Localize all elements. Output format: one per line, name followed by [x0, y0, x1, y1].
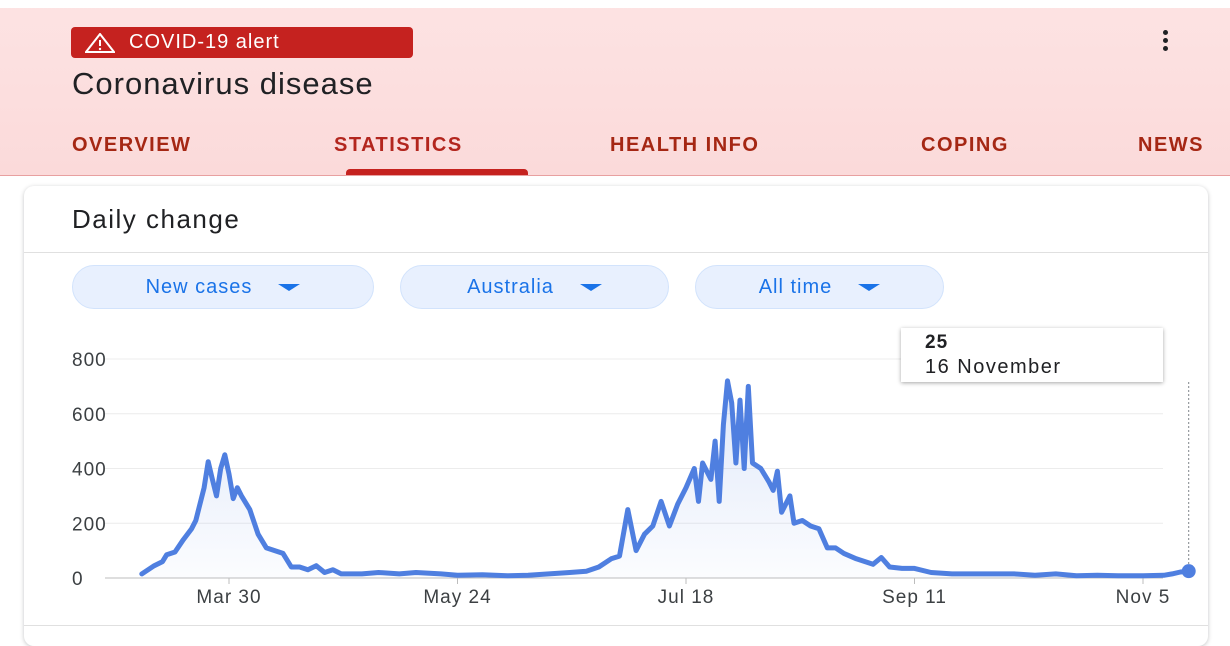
time-range-dropdown-label: All time: [758, 275, 833, 298]
series-line: [139, 378, 1192, 579]
covid-alert-badge[interactable]: COVID-19 alert: [71, 27, 413, 58]
active-tab-indicator: [346, 169, 528, 175]
dropdown-arrow-icon: [579, 283, 602, 291]
page-title: Coronavirus disease: [72, 66, 374, 101]
menu-dot: [1162, 29, 1168, 35]
menu-dot: [1162, 37, 1168, 43]
tab-bar: OVERVIEW STATISTICS HEALTH INFO COPING N…: [0, 130, 1230, 176]
tooltip-date: 16 November: [925, 356, 1062, 378]
y-tick-label: 0: [72, 569, 84, 590]
dropdown-arrow-icon: [278, 283, 301, 291]
y-tick-label: 800: [72, 350, 107, 371]
more-vert-icon[interactable]: [1152, 26, 1178, 54]
dropdown-arrow-icon: [858, 283, 881, 291]
highlight-point[interactable]: [1181, 564, 1196, 579]
tab-overview[interactable]: OVERVIEW: [72, 134, 192, 156]
y-tick-label: 400: [72, 460, 107, 481]
y-tick-label: 600: [72, 405, 107, 426]
metric-dropdown[interactable]: New cases: [72, 265, 374, 309]
status-strip: [0, 0, 1230, 8]
series-area: [141, 380, 1189, 578]
tab-coping[interactable]: COPING: [921, 134, 1009, 156]
x-tick-label: Nov 5: [1116, 587, 1171, 608]
time-range-dropdown[interactable]: All time: [695, 265, 944, 309]
x-tick-label: Mar 30: [196, 587, 261, 608]
tab-news[interactable]: NEWS: [1138, 134, 1204, 156]
menu-dot: [1162, 45, 1168, 51]
tab-health-info[interactable]: HEALTH INFO: [610, 134, 760, 156]
daily-change-chart[interactable]: 0 200 400 600 800 Mar 30 May 24 Jul 18 Sep 11 No…: [0, 0, 1230, 629]
warning-icon: [85, 32, 115, 53]
alert-label: COVID-19 alert: [129, 31, 280, 53]
chart-tooltip: 25 16 November: [901, 328, 1163, 382]
y-tick-label: 200: [72, 514, 107, 535]
card-title: Daily change: [72, 204, 241, 234]
x-tick-label: Sep 11: [882, 587, 947, 608]
tab-statistics[interactable]: STATISTICS: [334, 134, 463, 156]
card-bottom-divider: [24, 625, 1208, 626]
metric-dropdown-label: New cases: [145, 275, 253, 298]
card-divider: [24, 252, 1208, 253]
app-header: COVID-19 alert Coronavirus disease OVERV…: [0, 0, 1230, 176]
tooltip-value: 25: [925, 332, 949, 353]
x-tick-label: Jul 18: [658, 587, 715, 608]
x-tick-label: May 24: [423, 587, 491, 608]
region-dropdown-label: Australia: [467, 275, 554, 298]
region-dropdown[interactable]: Australia: [400, 265, 669, 309]
